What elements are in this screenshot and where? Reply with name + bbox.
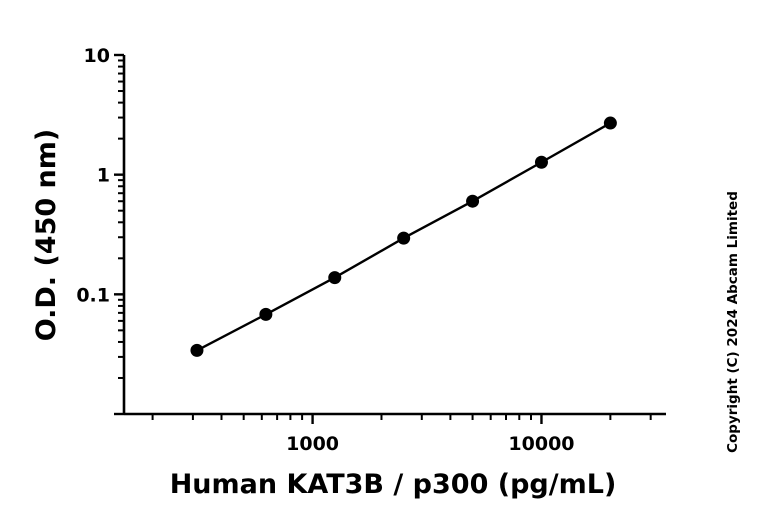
- data-point: [466, 194, 480, 208]
- y-axis-title: O.D. (450 nm): [31, 129, 62, 341]
- tick-marks: [114, 53, 652, 424]
- data-point: [259, 307, 273, 321]
- x-tick-label: 1000: [286, 433, 339, 455]
- axes: [122, 55, 666, 416]
- data-point: [603, 116, 617, 130]
- x-tick-label: 10000: [508, 433, 574, 455]
- x-axis-title: Human KAT3B / p300 (pg/mL): [170, 469, 617, 500]
- data-point: [190, 343, 204, 357]
- y-tick-label: 1: [97, 165, 110, 187]
- y-tick-label: 10: [84, 45, 110, 67]
- y-tick-label: 0.1: [76, 284, 110, 306]
- data-point: [397, 231, 411, 245]
- tick-labels: 1000 10000 10 1 0.1: [76, 45, 574, 455]
- data-point: [328, 271, 342, 285]
- copyright-annotation: Copyright (C) 2024 Abcam Limited: [725, 191, 741, 453]
- data-points: [190, 116, 617, 357]
- data-point: [534, 155, 548, 169]
